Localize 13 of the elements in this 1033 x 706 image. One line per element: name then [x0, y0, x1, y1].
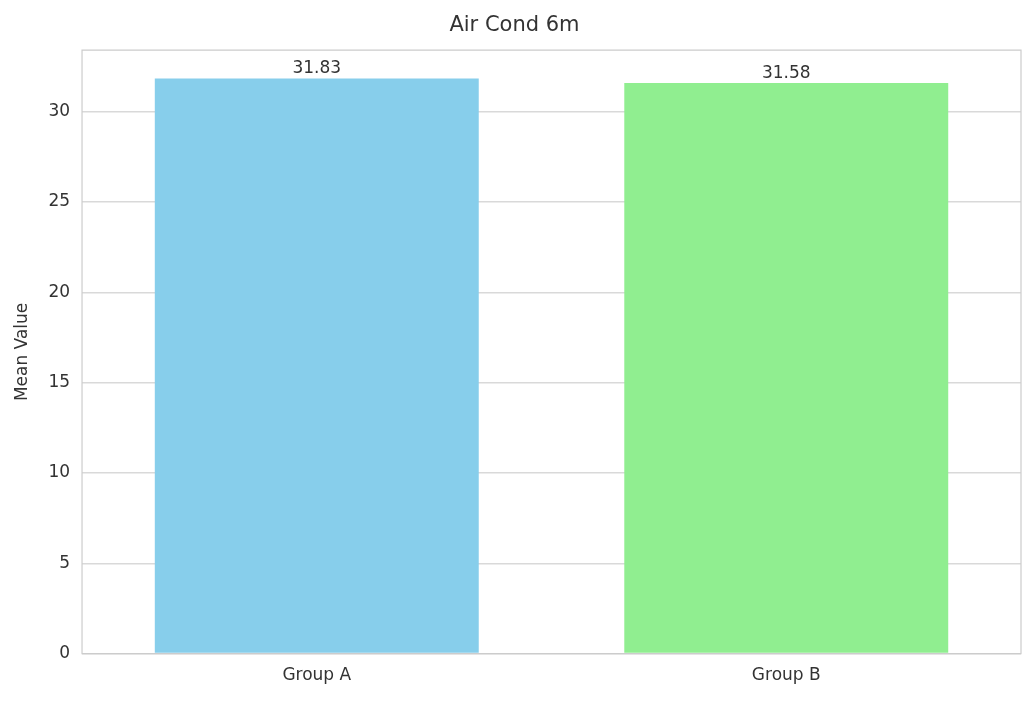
y-tick-label: 15: [48, 371, 71, 392]
y-axis-title: Mean Value: [10, 302, 31, 402]
y-tick-label: 10: [48, 461, 71, 482]
y-tick-label: 0: [59, 642, 71, 663]
chart-title: Air Cond 6m: [449, 12, 580, 37]
x-tick-label: Group B: [751, 664, 821, 685]
data-label: 31.58: [761, 62, 811, 82]
y-tick-label: 30: [48, 100, 71, 121]
y-tick-label: 5: [59, 551, 71, 572]
y-tick-label: 25: [48, 190, 71, 211]
data-label: 31.83: [292, 57, 342, 78]
x-tick-label: Group A: [282, 664, 352, 685]
y-tick-label: 20: [48, 280, 71, 301]
